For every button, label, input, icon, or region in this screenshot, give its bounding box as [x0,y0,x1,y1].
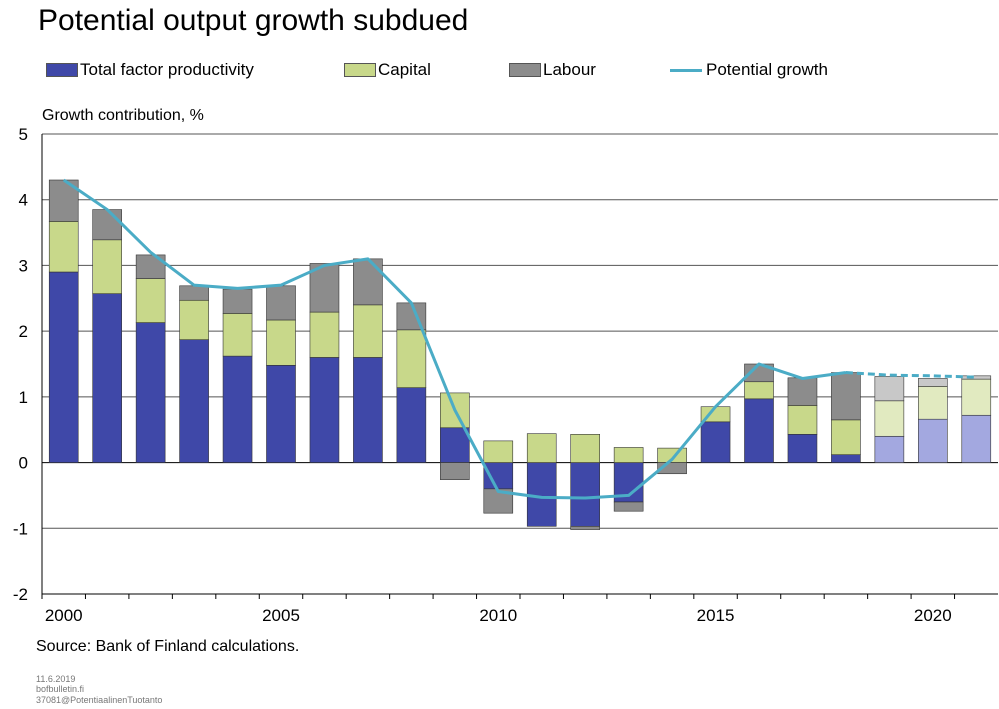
bar-capital [309,311,340,358]
bar-tfp [874,435,905,463]
legend-label-potential-growth: Potential growth [706,60,828,79]
potential-growth-line-forecast [845,371,977,379]
bar-tfp [831,454,861,463]
bar-labour [353,258,383,306]
bar-labour [222,288,253,314]
bar-capital [874,400,905,437]
bar-capital [918,386,948,420]
bar-labour [135,254,166,279]
legend: Total factor productivity Capital Labour… [0,60,999,84]
legend-item-tfp: Total factor productivity [46,60,254,80]
legend-item-capital: Capital [344,60,431,80]
bar-capital [92,239,122,294]
bar-labour [657,462,687,475]
bar-labour [961,375,992,380]
bar-tfp [961,414,992,463]
bar-labour [787,377,818,406]
bar-capital [135,278,166,323]
bar-labour [266,285,296,321]
bar-labour [831,372,861,421]
legend-label-labour: Labour [543,60,596,79]
bar-capital [787,405,818,435]
bar-tfp [700,421,731,463]
y-tick-label: 5 [19,125,28,144]
y-tick-label: 3 [19,256,28,275]
legend-item-potential-growth: Potential growth [670,60,828,80]
y-tick-label: 2 [19,322,28,341]
legend-swatch-capital [344,63,376,77]
bar-labour [570,526,600,530]
x-tick-label: 2020 [914,606,952,625]
bar-capital [526,433,557,463]
bar-capital [483,440,514,463]
bar-labour [613,501,644,512]
bar-tfp [48,271,79,463]
footer-date: 11.6.2019 [36,674,76,684]
bar-labour [309,263,340,313]
bar-capital [396,329,427,388]
bar-tfp [92,293,122,463]
bar-tfp [440,427,470,463]
y-tick-label: 1 [19,388,28,407]
y-tick-label: -2 [13,585,28,604]
bar-capital [179,299,209,340]
bar-capital [961,378,992,416]
legend-swatch-tfp [46,63,78,77]
bar-labour [918,378,948,387]
chart-title: Potential output growth subdued [38,4,469,37]
potential-growth-line [62,178,847,500]
bar-tfp [787,434,818,463]
legend-label-tfp: Total factor productivity [80,60,254,79]
bar-capital [831,419,861,455]
bar-tfp [353,357,383,463]
x-tick-label: 2010 [479,606,517,625]
y-tick-label: 4 [19,191,28,210]
y-axis-label: Growth contribution, % [42,107,204,124]
y-tick-label: -1 [13,519,28,538]
bar-capital [353,304,383,358]
x-tick-label: 2015 [697,606,735,625]
bar-tfp [135,322,166,463]
bar-labour [92,209,122,241]
x-tick-label: 2000 [45,606,83,625]
bar-capital [744,381,774,400]
bar-capital [266,319,296,366]
bar-tfp [526,462,557,527]
bar-tfp [570,462,600,527]
bar-capital [222,313,253,357]
bar-labour [874,376,905,402]
bar-labour [179,285,209,301]
bar-tfp [179,339,209,463]
bar-capital [570,434,600,463]
footer-code: 37081@PotentiaalinenTuotanto [36,695,163,705]
bar-tfp [918,418,948,463]
footer-site: bofbulletin.fi [36,684,85,694]
legend-swatch-potential-growth [670,68,702,72]
source-note: Source: Bank of Finland calculations. [36,638,300,655]
bar-tfp [396,387,427,463]
bar-tfp [483,462,514,490]
bar-capital [613,447,644,463]
legend-label-capital: Capital [378,60,431,79]
bar-tfp [744,398,774,463]
bar-capital [48,221,79,273]
legend-swatch-labour [509,63,541,77]
bar-labour [440,462,470,480]
x-tick-label: 2005 [262,606,300,625]
bar-tfp [266,365,296,463]
legend-item-labour: Labour [509,60,596,80]
y-tick-label: 0 [19,454,28,473]
bar-tfp [309,357,340,463]
bar-tfp [222,355,253,463]
